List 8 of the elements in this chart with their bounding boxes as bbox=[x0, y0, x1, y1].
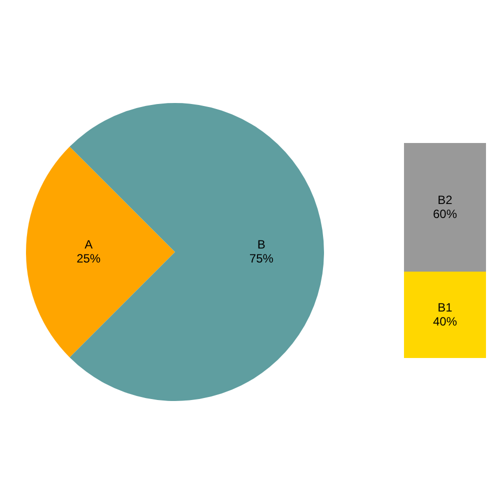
slice-label: A bbox=[84, 237, 93, 252]
slice-label: B bbox=[257, 237, 266, 252]
series-label: B1 bbox=[438, 300, 453, 314]
data-label: 75% bbox=[249, 251, 274, 266]
data-label: 60% bbox=[432, 206, 458, 221]
data-label: 25% bbox=[76, 251, 101, 266]
series-label: B2 bbox=[438, 192, 453, 207]
data-label: 40% bbox=[432, 314, 458, 328]
